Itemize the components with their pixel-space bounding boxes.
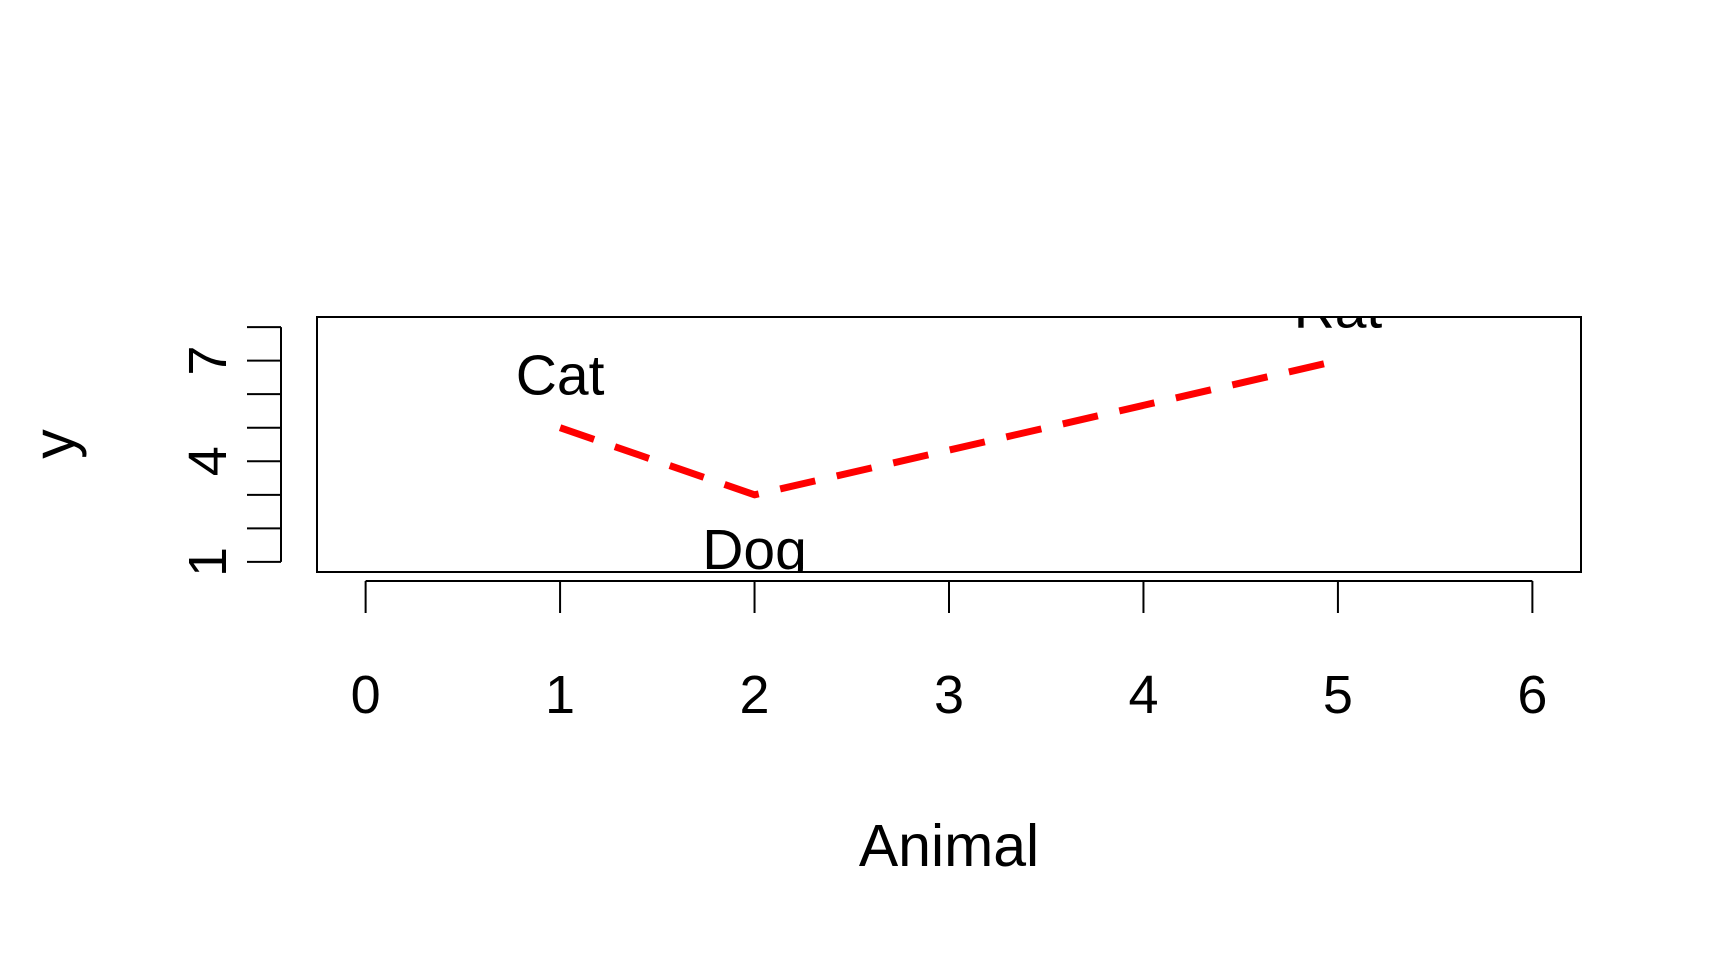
x-tick-label: 4 <box>1128 665 1158 725</box>
y-tick-label: 7 <box>178 346 238 376</box>
point-label: Rat <box>1294 277 1383 341</box>
y-axis: 1 4 7 <box>178 326 282 577</box>
series-line <box>558 357 1339 499</box>
plot-area: Cat Dog Rat <box>516 277 1383 582</box>
plot-frame <box>316 316 1582 573</box>
x-tick-label: 0 <box>351 665 381 725</box>
point-label: Cat <box>516 344 605 408</box>
x-tick-label: 5 <box>1323 665 1353 725</box>
x-axis-label: Animal <box>859 813 1039 879</box>
x-tick-label: 1 <box>545 665 575 725</box>
x-axis: 0 1 2 3 4 5 6 <box>351 580 1547 725</box>
x-tick-label: 6 <box>1517 665 1547 725</box>
point-label: Dog <box>702 518 807 582</box>
y-tick-label: 1 <box>178 547 238 577</box>
y-tick-label: 4 <box>178 446 238 476</box>
y-axis-label: y <box>21 429 87 459</box>
x-tick-label: 3 <box>934 665 964 725</box>
x-tick-label: 2 <box>740 665 770 725</box>
